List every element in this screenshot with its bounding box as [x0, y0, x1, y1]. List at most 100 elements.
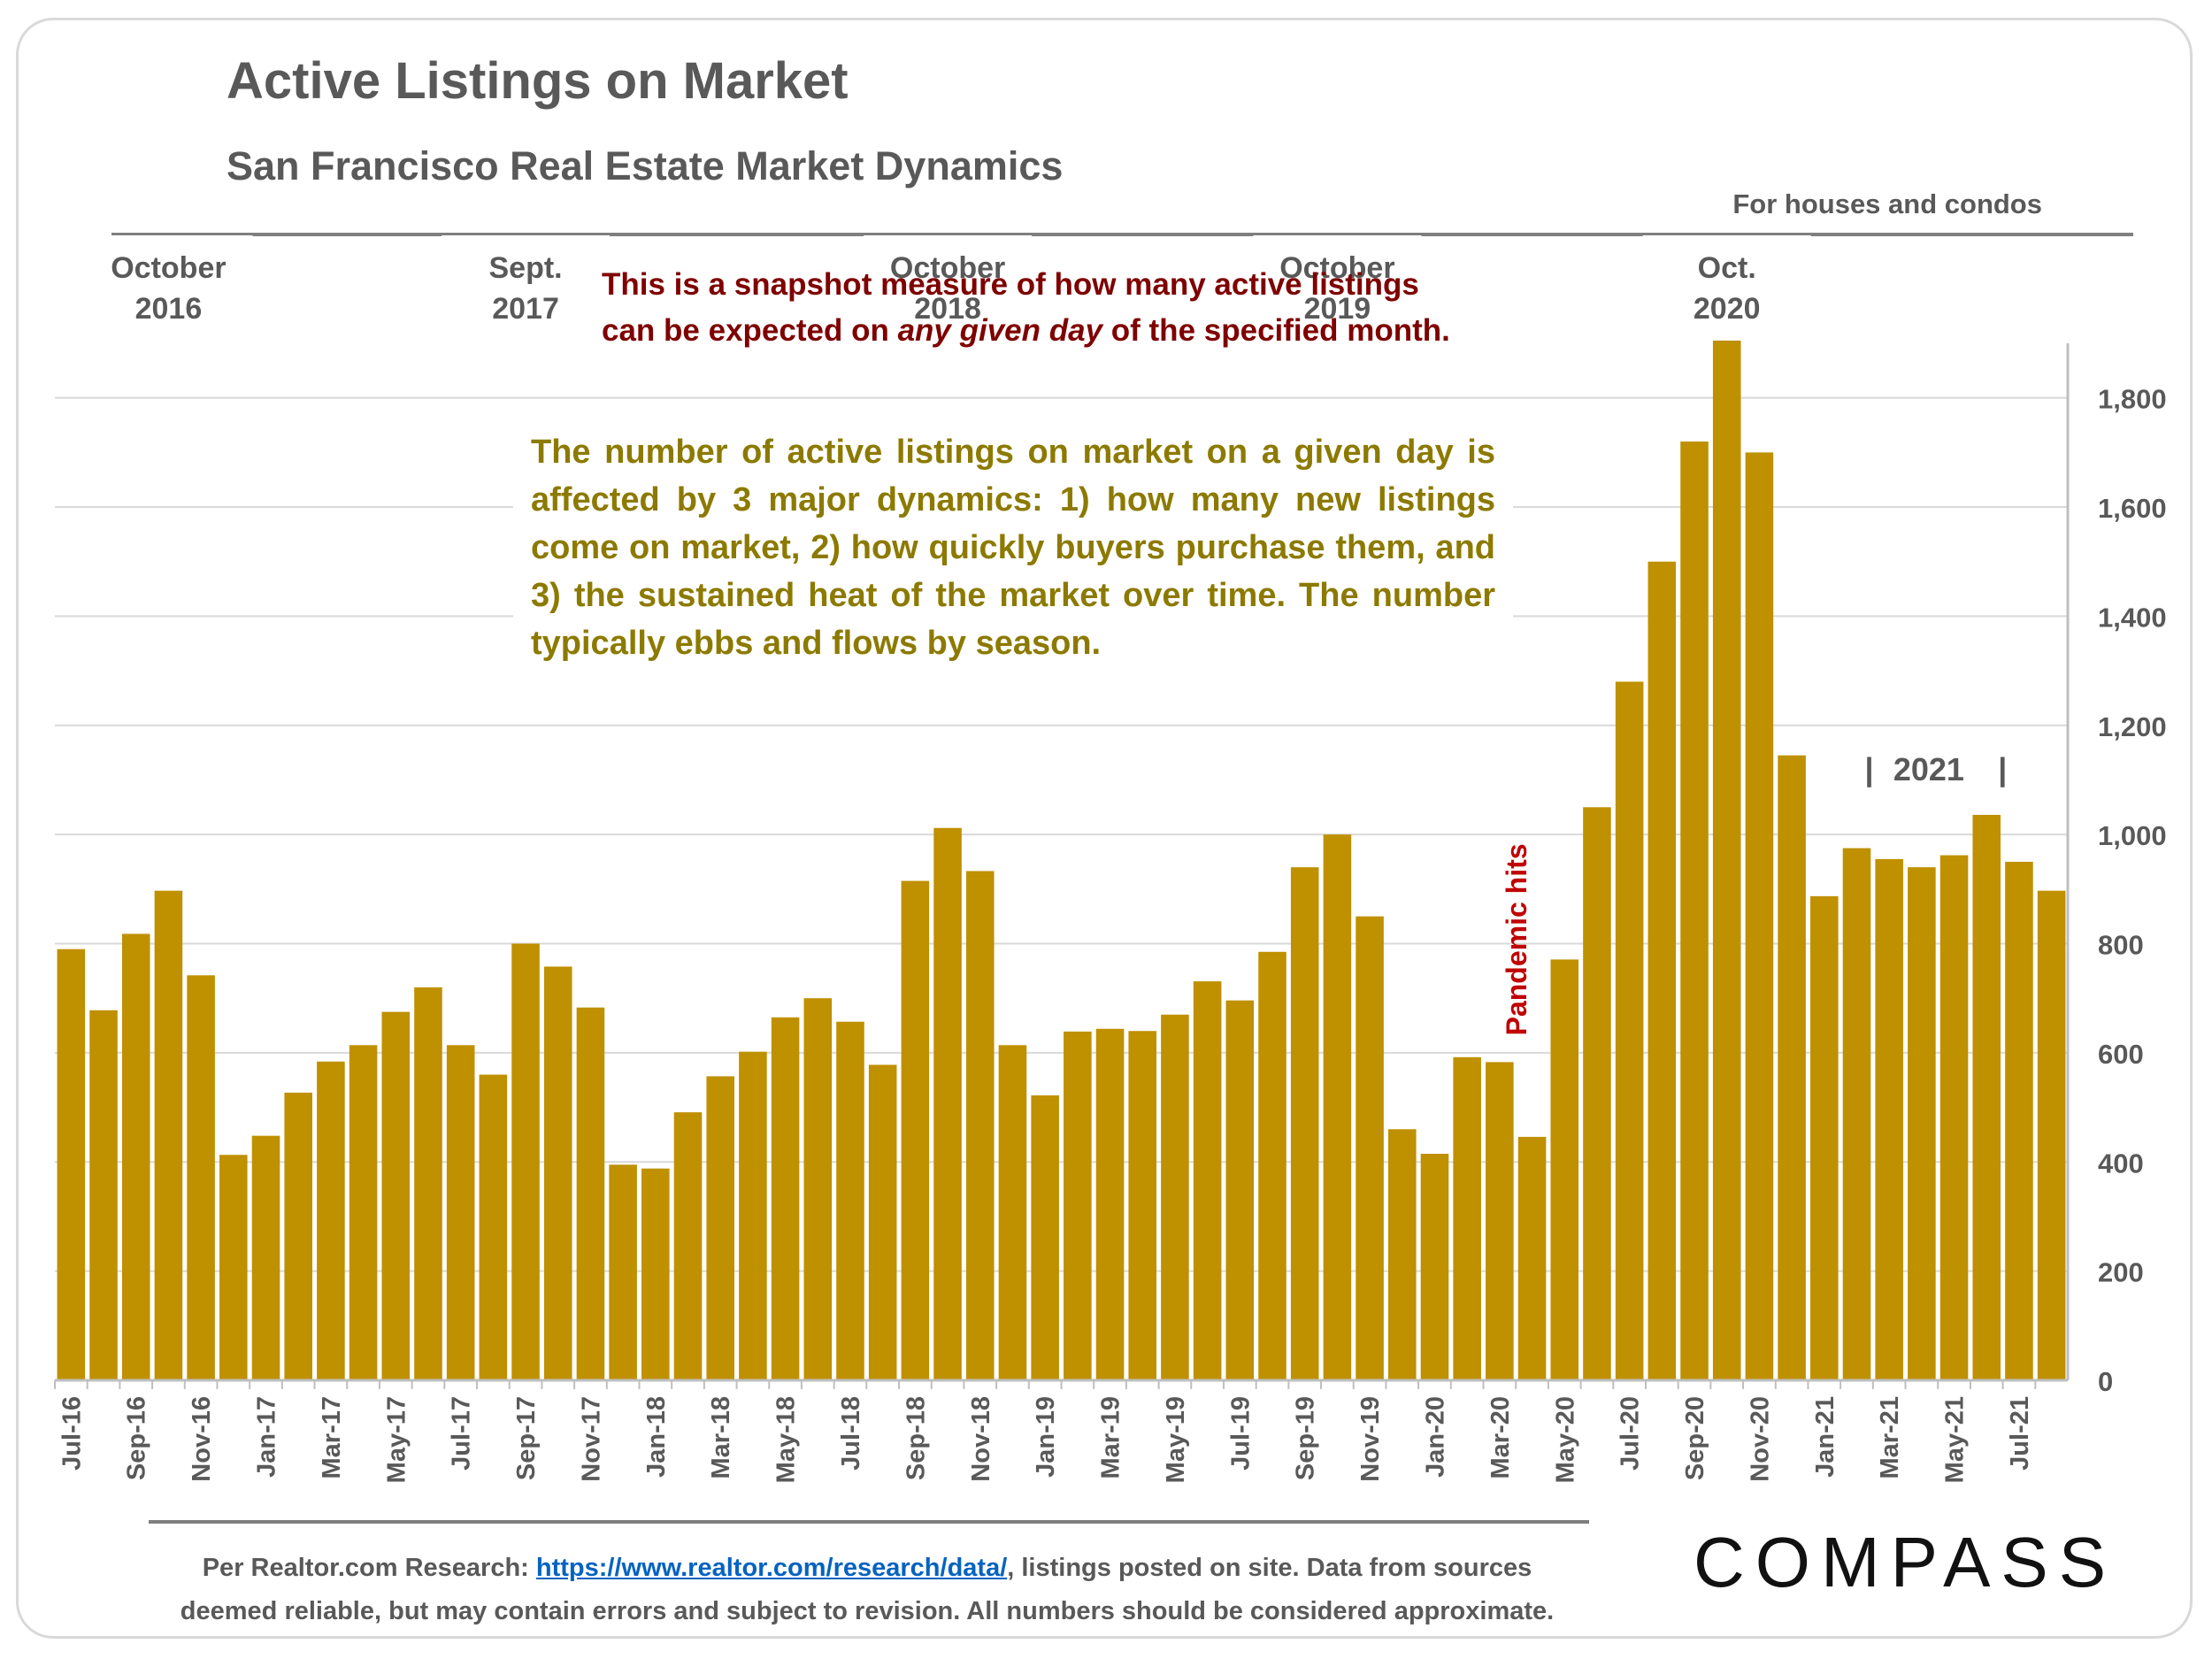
x-tick-label: Jul-17 [448, 1396, 476, 1471]
y-tick-label: 200 [2098, 1257, 2144, 1288]
callout-bg [1253, 235, 1422, 326]
bar [868, 1064, 897, 1380]
bar [1095, 1028, 1125, 1380]
callout-bg [442, 235, 611, 326]
source-suffix: , listings posted on site. Data from sou… [1007, 1554, 1532, 1582]
y-tick-label: 0 [2098, 1366, 2113, 1397]
bar [673, 1112, 703, 1380]
bar [2005, 862, 2033, 1380]
bar [965, 871, 995, 1380]
bar [1290, 867, 1319, 1380]
footer-divider [149, 1520, 1589, 1524]
callout-label: 2017 [492, 292, 559, 326]
x-tick-label: Nov-20 [1746, 1396, 1774, 1482]
bar [1712, 340, 1741, 1381]
dynamics-note: The number of active listings on market … [513, 421, 1513, 672]
callout-bg [84, 235, 253, 326]
x-tick-label: Mar-19 [1097, 1396, 1125, 1479]
bar [57, 949, 86, 1380]
bar [349, 1045, 378, 1380]
x-tick-label: Mar-18 [707, 1396, 735, 1479]
bar [414, 987, 442, 1380]
snapshot-note: This is a snapshot measure of how many a… [602, 262, 1450, 354]
bar [1128, 1031, 1157, 1380]
x-tick-label: Nov-19 [1356, 1396, 1385, 1482]
bar [1420, 1154, 1449, 1380]
y-tick-label: 600 [2098, 1039, 2144, 1070]
bar [1453, 1056, 1481, 1380]
pandemic-label: Pandemic hits [1501, 843, 1532, 1035]
callout-label: 2016 [135, 292, 203, 326]
callout-label: October [890, 251, 1005, 285]
bar [1193, 981, 1222, 1380]
bar [543, 966, 572, 1380]
bar [1842, 848, 1871, 1380]
callout-label: October [1279, 251, 1394, 285]
bar [1583, 807, 1611, 1380]
bar [1225, 1000, 1255, 1380]
snapshot-note-post: of the specified month. [1102, 313, 1450, 348]
source-prefix: Per Realtor.com Research: [202, 1554, 536, 1582]
bar [1323, 834, 1352, 1380]
bar [89, 1010, 118, 1380]
bar [739, 1051, 767, 1380]
y-tick-label: 1,600 [2098, 493, 2167, 524]
bar [1388, 1129, 1417, 1380]
source-line1: Per Realtor.com Research: https://www.re… [142, 1547, 1593, 1590]
bar [1778, 755, 1806, 1380]
bar [381, 1011, 411, 1380]
y-tick-label: 800 [2098, 930, 2144, 961]
bar [1939, 855, 1969, 1380]
bar [771, 1017, 800, 1380]
x-tick-label: Jan-19 [1032, 1396, 1060, 1478]
bar [1875, 858, 1903, 1380]
bar [1356, 916, 1384, 1380]
bar [187, 975, 215, 1380]
year-bracket-label: 2021 [1893, 751, 1964, 787]
callout-label: 2018 [914, 292, 981, 326]
y-tick-label: 1,200 [2098, 711, 2167, 742]
scope-note: For houses and condos [1732, 188, 2042, 219]
bar [836, 1021, 864, 1380]
bar [803, 998, 833, 1380]
bar [251, 1135, 280, 1380]
source-link[interactable]: https://www.realtor.com/research/data/ [535, 1554, 1008, 1582]
bar [641, 1168, 670, 1380]
x-tick-label: May-19 [1162, 1396, 1190, 1483]
x-tick-label: Mar-21 [1876, 1396, 1904, 1479]
bar [154, 890, 183, 1380]
bar [1745, 452, 1774, 1380]
x-tick-label: Jul-20 [1617, 1396, 1645, 1471]
x-tick-label: Jul-19 [1226, 1396, 1255, 1471]
bar [121, 933, 150, 1380]
callout-label: 2020 [1694, 292, 1761, 326]
bar [1064, 1031, 1092, 1380]
bar [1258, 951, 1286, 1380]
bar [1810, 895, 1839, 1380]
bar [609, 1164, 637, 1380]
bar [284, 1092, 312, 1380]
callout-bg [864, 235, 1033, 326]
snapshot-note-emphasis: any given day [897, 313, 1103, 348]
bar [446, 1045, 475, 1380]
y-tick-label: 400 [2098, 1148, 2144, 1179]
bar [1031, 1095, 1059, 1380]
x-tick-label: Nov-17 [577, 1396, 605, 1482]
bar [933, 827, 962, 1380]
x-tick-label: May-17 [382, 1396, 411, 1483]
x-tick-label: Sep-19 [1292, 1396, 1320, 1480]
snapshot-note-pre: can be expected on [602, 313, 898, 348]
x-tick-label: Jul-21 [2006, 1396, 2034, 1471]
snapshot-note-line2: can be expected on any given day of the … [602, 308, 1450, 354]
x-tick-label: May-18 [772, 1396, 801, 1483]
bar [2037, 890, 2066, 1380]
header-divider [111, 233, 2133, 236]
x-tick-label: Jan-20 [1421, 1396, 1449, 1478]
callout-label: October [111, 251, 226, 285]
bar [511, 943, 540, 1380]
year-bracket-left: | [1864, 751, 1873, 788]
x-tick-label: Jul-18 [837, 1396, 865, 1471]
x-tick-label: Jan-18 [642, 1396, 671, 1478]
callout-label: Oct. [1698, 251, 1756, 285]
